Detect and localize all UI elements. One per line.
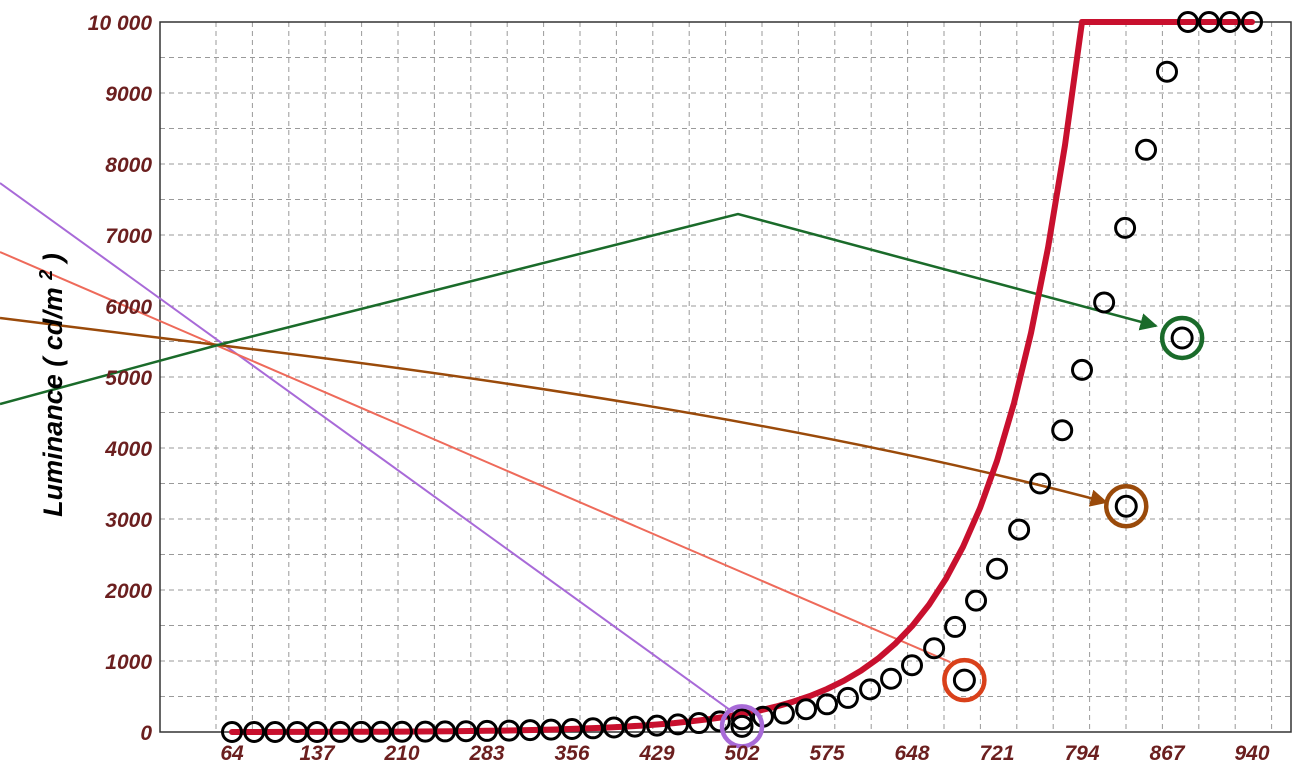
highlighted-point — [952, 668, 976, 692]
data-point — [708, 710, 731, 733]
highlight-layer — [719, 315, 1205, 749]
y-tick-labels: 0 1000 2000 3000 4000 5000 6000 7000 8000 9000 10 … — [88, 12, 153, 745]
highlight-ring — [719, 704, 765, 749]
data-point — [901, 654, 923, 677]
data-point — [687, 712, 710, 735]
data-point — [434, 720, 457, 743]
data-point — [731, 708, 753, 731]
data-point — [666, 713, 689, 736]
data-point — [1114, 216, 1137, 239]
y-tick-label: 3000 — [105, 509, 152, 532]
data-point — [944, 615, 967, 638]
x-tick-label: 137 — [299, 742, 335, 765]
x-tick-label: 867 — [1149, 742, 1185, 765]
y-axis-label-open: ( — [38, 355, 68, 367]
gridlines — [160, 22, 1291, 732]
data-point — [772, 702, 795, 725]
x-tick-label: 429 — [638, 742, 674, 765]
data-point — [519, 719, 542, 742]
data-point — [816, 693, 838, 716]
y-axis-label: Luminance ( cd/m 2 ) — [36, 253, 68, 517]
data-point — [561, 718, 583, 741]
y-axis-label-exp: 2 — [36, 270, 56, 281]
x-tick-label: 502 — [724, 742, 759, 765]
y-tick-label: 0 — [140, 722, 152, 745]
data-point — [221, 721, 243, 743]
annotation-arrow-green — [0, 212, 1158, 406]
annotation-lines — [0, 182, 1158, 716]
y-tick-label: 7000 — [105, 225, 152, 248]
x-tick-label: 721 — [979, 742, 1014, 765]
y-axis-label-main: Luminance — [38, 374, 68, 517]
highlighted-point — [1170, 326, 1194, 350]
x-tick-label: 794 — [1064, 742, 1099, 765]
plot-frame — [159, 21, 1292, 733]
data-point — [370, 720, 393, 743]
curve-layer — [229, 19, 1255, 735]
data-point — [1135, 138, 1158, 161]
data-point — [646, 714, 668, 737]
x-tick-label: 64 — [220, 742, 244, 765]
annotation-arrow-brown — [0, 316, 1108, 507]
data-point — [455, 720, 478, 743]
plot-border — [159, 21, 1292, 733]
y-tick-label: 4000 — [104, 438, 152, 461]
y-axis-label-unit: cd/m — [38, 287, 68, 350]
y-tick-label: 9000 — [105, 83, 152, 106]
data-point — [1218, 11, 1241, 33]
data-point — [1029, 472, 1052, 495]
x-tick-label: 210 — [383, 742, 419, 765]
y-tick-label: 8000 — [105, 154, 152, 177]
x-tick-label: 283 — [468, 742, 504, 765]
y-tick-label: 2000 — [104, 580, 152, 603]
annotation-line-purple — [0, 182, 737, 716]
data-point — [581, 717, 604, 740]
highlighted-point — [730, 714, 754, 738]
data-point — [602, 716, 625, 739]
data-point — [1051, 419, 1074, 442]
y-axis-label-close: ) — [38, 253, 68, 265]
marker-layer — [221, 11, 1263, 743]
data-point — [243, 721, 266, 743]
data-point — [795, 698, 818, 721]
series-line-0 — [229, 19, 1255, 735]
data-point — [476, 719, 498, 742]
data-point — [1241, 11, 1263, 33]
data-point — [859, 678, 882, 701]
highlighted-point — [1114, 494, 1138, 518]
x-tick-label: 648 — [894, 742, 929, 765]
data-point — [391, 720, 413, 743]
y-tick-label: 10 000 — [88, 12, 153, 35]
data-point — [329, 720, 352, 743]
highlight-ring — [1159, 315, 1205, 361]
x-tick-label: 940 — [1234, 742, 1269, 765]
annotation-line-salmon — [0, 251, 951, 664]
data-point — [1071, 358, 1093, 381]
x-tick-label: 575 — [809, 742, 844, 765]
data-point — [836, 686, 859, 709]
y-tick-label: 6000 — [105, 296, 152, 319]
data-point — [264, 721, 287, 743]
highlight-ring — [1103, 483, 1149, 529]
data-point — [1197, 11, 1220, 33]
data-point — [1176, 11, 1199, 33]
highlight-ring — [942, 657, 987, 703]
data-point — [1093, 291, 1116, 314]
data-point — [540, 718, 563, 741]
y-tick-label: 5000 — [105, 367, 152, 390]
data-point — [880, 667, 903, 690]
data-point — [923, 637, 946, 660]
data-point — [1008, 518, 1031, 541]
data-point — [1156, 60, 1178, 83]
y-tick-label: 1000 — [105, 651, 152, 674]
x-tick-labels: 64 137 210 283 356 429 502 575 648 721 794 867 940 — [220, 742, 1270, 765]
data-point — [986, 557, 1008, 580]
data-point — [623, 715, 646, 738]
x-tick-label: 356 — [554, 742, 589, 765]
data-point — [306, 721, 328, 743]
data-point — [498, 719, 521, 742]
data-point — [965, 589, 988, 612]
